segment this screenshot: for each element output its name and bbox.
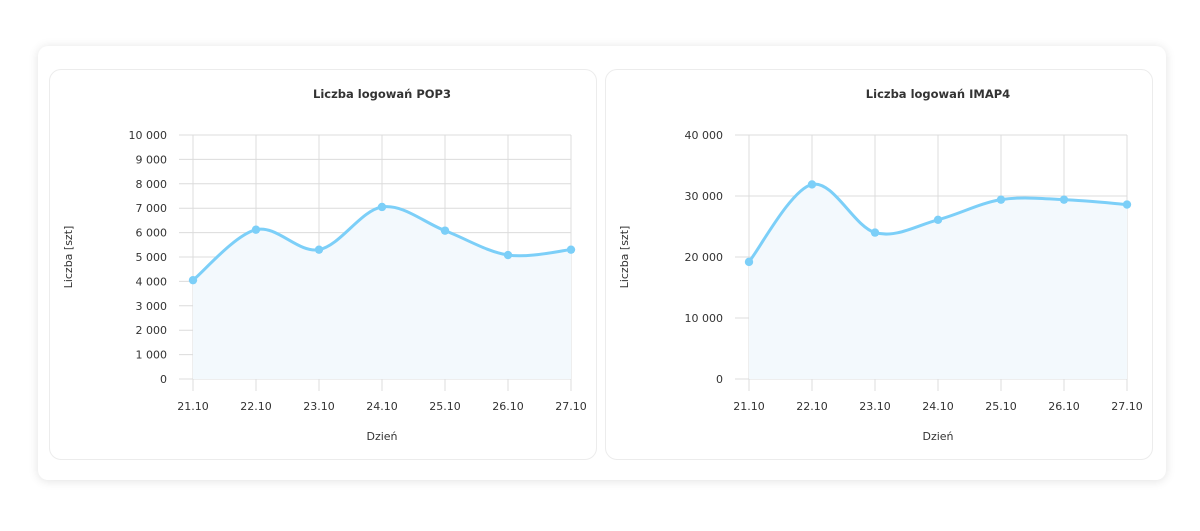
y-tick-label: 6 000 bbox=[136, 227, 168, 240]
y-tick-label: 10 000 bbox=[685, 312, 724, 325]
chart-title: Liczba logowań POP3 bbox=[313, 87, 451, 101]
x-tick-label: 24.10 bbox=[366, 400, 398, 413]
x-tick-label: 26.10 bbox=[1048, 400, 1080, 413]
data-point bbox=[440, 226, 450, 235]
y-tick-label: 8 000 bbox=[136, 178, 168, 191]
x-axis-title: Dzień bbox=[366, 430, 397, 443]
data-point bbox=[503, 250, 513, 260]
x-tick-label: 21.10 bbox=[177, 400, 209, 413]
pop3-chart-card: Liczba logowań POP3 0 1 000 2 000 3 000 4 000… bbox=[49, 69, 597, 460]
x-tick-label: 27.10 bbox=[555, 400, 587, 413]
y-tick-label: 30 000 bbox=[685, 190, 724, 203]
y-tick-label: 4 000 bbox=[136, 275, 168, 288]
y-tick-label: 20 000 bbox=[685, 251, 724, 264]
y-tick-label: 7 000 bbox=[136, 202, 168, 215]
data-point bbox=[314, 245, 324, 254]
x-tick-label: 27.10 bbox=[1111, 400, 1143, 413]
series-area bbox=[749, 184, 1127, 379]
y-tick-label: 2 000 bbox=[136, 324, 168, 337]
x-tick-label: 22.10 bbox=[240, 400, 272, 413]
y-tick-label: 5 000 bbox=[136, 251, 168, 264]
y-tick-label: 1 000 bbox=[136, 349, 168, 362]
data-point bbox=[933, 215, 943, 224]
pop3-logins-chart: Liczba logowań POP3 0 1 000 2 000 3 000 4 000… bbox=[62, 87, 587, 443]
y-axis-title: Liczba [szt] bbox=[62, 226, 75, 289]
data-point bbox=[188, 275, 198, 285]
x-tick-label: 25.10 bbox=[985, 400, 1017, 413]
data-point bbox=[1059, 195, 1069, 204]
data-point bbox=[377, 202, 387, 212]
x-tick-label: 21.10 bbox=[733, 400, 765, 413]
data-point bbox=[566, 245, 576, 254]
imap4-logins-chart: Liczba logowań IMAP4 0 10 000 20 000 30 000 4… bbox=[618, 87, 1143, 443]
y-tick-label: 0 bbox=[716, 373, 723, 386]
data-point bbox=[870, 228, 880, 237]
x-axis-title: Dzień bbox=[922, 430, 953, 443]
chart-title: Liczba logowań IMAP4 bbox=[866, 87, 1010, 101]
x-tick-label: 26.10 bbox=[492, 400, 524, 413]
charts-panel: Liczba logowań POP3 0 1 000 2 000 3 000 4 000… bbox=[38, 46, 1166, 480]
x-tick-label: 22.10 bbox=[796, 400, 828, 413]
imap4-chart-card: Liczba logowań IMAP4 0 10 000 20 000 30 000 4… bbox=[605, 69, 1153, 460]
y-tick-label: 9 000 bbox=[136, 153, 168, 166]
data-point bbox=[807, 180, 817, 189]
y-axis-title: Liczba [szt] bbox=[618, 226, 631, 289]
y-tick-label: 3 000 bbox=[136, 300, 168, 313]
y-tick-label: 40 000 bbox=[685, 129, 724, 142]
data-point bbox=[996, 195, 1006, 204]
y-tick-label: 10 000 bbox=[129, 129, 168, 142]
data-point bbox=[744, 257, 754, 267]
x-tick-label: 24.10 bbox=[922, 400, 954, 413]
data-point bbox=[1122, 200, 1132, 209]
series-area bbox=[193, 206, 571, 379]
x-tick-label: 23.10 bbox=[859, 400, 891, 413]
data-point bbox=[251, 225, 261, 234]
y-tick-label: 0 bbox=[160, 373, 167, 386]
x-tick-label: 23.10 bbox=[303, 400, 335, 413]
x-tick-label: 25.10 bbox=[429, 400, 461, 413]
